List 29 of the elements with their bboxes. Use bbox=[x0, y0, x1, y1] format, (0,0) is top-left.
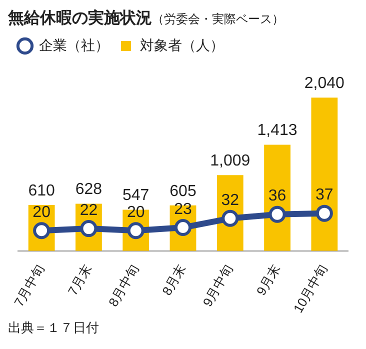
x-tick-label: 8月末 bbox=[159, 262, 189, 298]
x-tick-label: 9月中旬 bbox=[200, 262, 236, 310]
data-label: 22 bbox=[80, 202, 98, 219]
legend-label: 対象者（人） bbox=[140, 36, 224, 53]
chart-title: 無給休暇の実施状況 bbox=[8, 10, 152, 27]
data-label: 37 bbox=[316, 186, 334, 204]
data-label: 628 bbox=[75, 181, 102, 198]
x-tick-label: 8月中旬 bbox=[105, 262, 142, 310]
data-label: 547 bbox=[122, 187, 150, 204]
x-tick-label: 9月末 bbox=[253, 262, 283, 298]
data-label: 20 bbox=[32, 204, 51, 221]
source-note: 出典＝１７日付 bbox=[8, 319, 100, 337]
x-tick-label: 7月末 bbox=[64, 262, 94, 298]
data-label: 2,040 bbox=[304, 74, 345, 92]
bar bbox=[311, 98, 338, 251]
point bbox=[316, 204, 333, 222]
data-label: 1,413 bbox=[257, 122, 298, 140]
point bbox=[222, 210, 239, 227]
point bbox=[268, 206, 286, 223]
chart-subtitle: （労委会・実際ベース） bbox=[152, 12, 284, 26]
data-label: 36 bbox=[268, 188, 286, 205]
x-tick-label: 7月中旬 bbox=[11, 262, 48, 310]
data-label: 605 bbox=[170, 182, 196, 200]
data-label: 23 bbox=[174, 200, 192, 218]
data-label: 1,009 bbox=[210, 152, 250, 170]
legend-label: 企業（社） bbox=[39, 36, 109, 53]
data-label: 610 bbox=[28, 182, 56, 200]
data-label: 32 bbox=[221, 192, 240, 209]
x-tick-label: 10月中旬 bbox=[290, 262, 330, 316]
